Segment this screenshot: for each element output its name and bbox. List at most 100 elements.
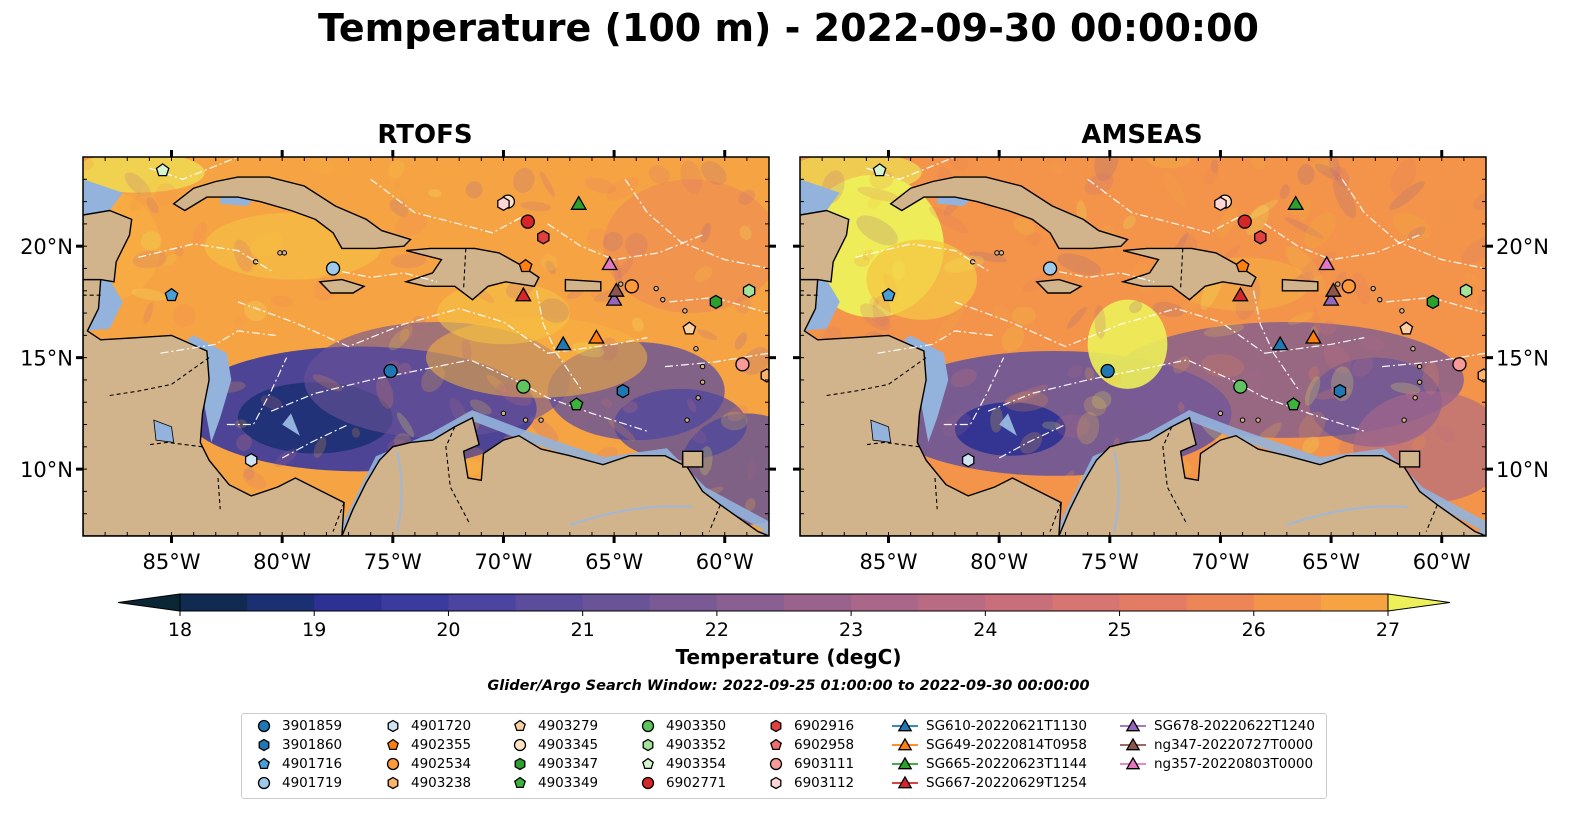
lon-tick-label: 75°W [1081,550,1139,574]
legend-label: 4903352 [666,737,727,753]
marker-3901859 [1100,363,1115,379]
marker-4903349 [1286,397,1301,411]
land-cuba [172,176,412,250]
legend-label: 3901860 [282,737,343,753]
legend-marker-hexagon [514,757,526,771]
eez-boundary [547,223,703,261]
legend-item: 4901719 [254,773,342,793]
shallow-shelf [904,335,949,443]
legend-item: 4903347 [510,754,598,774]
lat-tick-label: 10°N [20,458,73,482]
marker-3901859 [383,363,398,379]
legend-marker [387,719,399,733]
marker-4903279 [1399,321,1414,335]
land-trinidad [682,450,704,468]
legend-marker-pentagon [387,738,399,751]
legend-marker [769,757,783,771]
marker-4903352 [742,283,756,299]
eez-boundary [877,330,993,354]
colorbar-bin [784,594,852,611]
legend-marker [513,738,527,752]
colorbar-extend-min [117,593,181,612]
marker-ng357-20220803T0000 [1318,255,1336,271]
colorbar-bin [649,594,718,611]
legend-label: 6903112 [794,775,855,791]
legend-item: 4903349 [510,773,598,793]
legend-item: 4903238 [383,773,471,793]
marker-4903279 [682,321,697,335]
legend-label: 4901716 [282,756,343,772]
land-puerto-rico [564,278,602,292]
marker-SG610-20220621T1130 [1271,335,1289,351]
legend-item: 4903279 [510,716,598,736]
legend-item: 4902355 [383,735,471,755]
legend-label: SG678-20220622T1240 [1154,718,1315,734]
marker-4901719 [325,261,341,276]
legend-marker-pentagon [258,757,270,770]
colorbar-tick-label: 18 [168,619,192,641]
legend-label: 4903349 [538,775,599,791]
eez-boundary [138,243,272,272]
map-panel-rtofs: 85°W 80°W 75°W 70°W 65°W 60°W 20°N 15°N 10°N [20,150,776,574]
eez-boundary [1087,178,1243,234]
legend-item: 6902771 [638,773,726,793]
eez-boundary [281,423,349,459]
eez-boundary [1264,223,1420,261]
legend-marker-hexagon [770,719,782,733]
legend-marker [1120,756,1146,770]
legend-label: 4903279 [538,718,599,734]
legend-marker-hexagon [770,776,782,790]
colorbar-bin [716,594,785,611]
legend-item: 4903345 [510,735,598,755]
legend-marker-pentagon [514,719,526,732]
lon-tick-label: 70°W [1191,550,1249,574]
colorbar-bin [180,594,248,611]
legend-label: 6902916 [794,718,855,734]
legend-marker [641,719,655,733]
legend-marker [1120,718,1146,732]
legend-marker [514,719,526,732]
marker-4901716 [164,287,179,302]
legend-marker-circle [769,757,783,771]
panel-title-rtofs: RTOFS [377,120,473,150]
marker-6902916 [537,230,550,245]
marker-4902355 [518,258,533,273]
legend-label: 6903111 [794,756,855,772]
legend-item: SG649-20220814T0958 [892,735,1087,755]
marker-SG649-20220814T0958 [587,329,605,344]
eez-boundary [370,178,526,234]
marker-SG678-20220622T1240 [1322,291,1340,306]
legend-label: ng347-20220727T0000 [1154,737,1314,753]
colorbar-tick-label: 27 [1376,619,1400,641]
legend-label: 4903354 [666,756,727,772]
legend-marker-triangle [1125,737,1141,751]
eez-boundary [954,301,1365,354]
marker-SG665-20220623T1144 [570,195,588,210]
marker-4901720 [244,452,258,468]
shallow-shelf [282,413,300,436]
map-panel-amseas: 85°W 80°W 75°W 70°W 65°W 60°W 20°N 15°N 10°N [793,150,1549,574]
marker-4901716 [881,287,896,302]
legend-marker [892,718,918,732]
legend-label: SG610-20220621T1130 [926,718,1087,734]
marker-SG649-20220814T0958 [1304,329,1322,344]
legend-marker [770,776,782,790]
land-trinidad [1399,450,1421,468]
legend-label: 4901720 [411,718,472,734]
legend-marker-triangle [897,775,913,789]
legend-marker [642,738,654,752]
legend-label: 6902958 [794,737,855,753]
marker-SG667-20220629T1254 [1231,286,1249,302]
colorbar: 18 19 20 21 22 23 24 25 26 27 [117,593,1451,641]
lat-tick-label: 10°N [1496,458,1549,482]
legend-item: 6903111 [766,754,854,774]
colorbar-bin [1320,594,1389,611]
marker-6902771 [520,214,535,229]
legend-marker-circle [386,757,400,771]
legend-marker-circle [641,776,655,790]
legend-marker-hexagon [387,776,399,790]
marker-4903238 [1477,368,1486,383]
colorbar-bin [985,594,1053,611]
lon-tick-label: 80°W [970,550,1028,574]
legend-marker [892,737,918,751]
